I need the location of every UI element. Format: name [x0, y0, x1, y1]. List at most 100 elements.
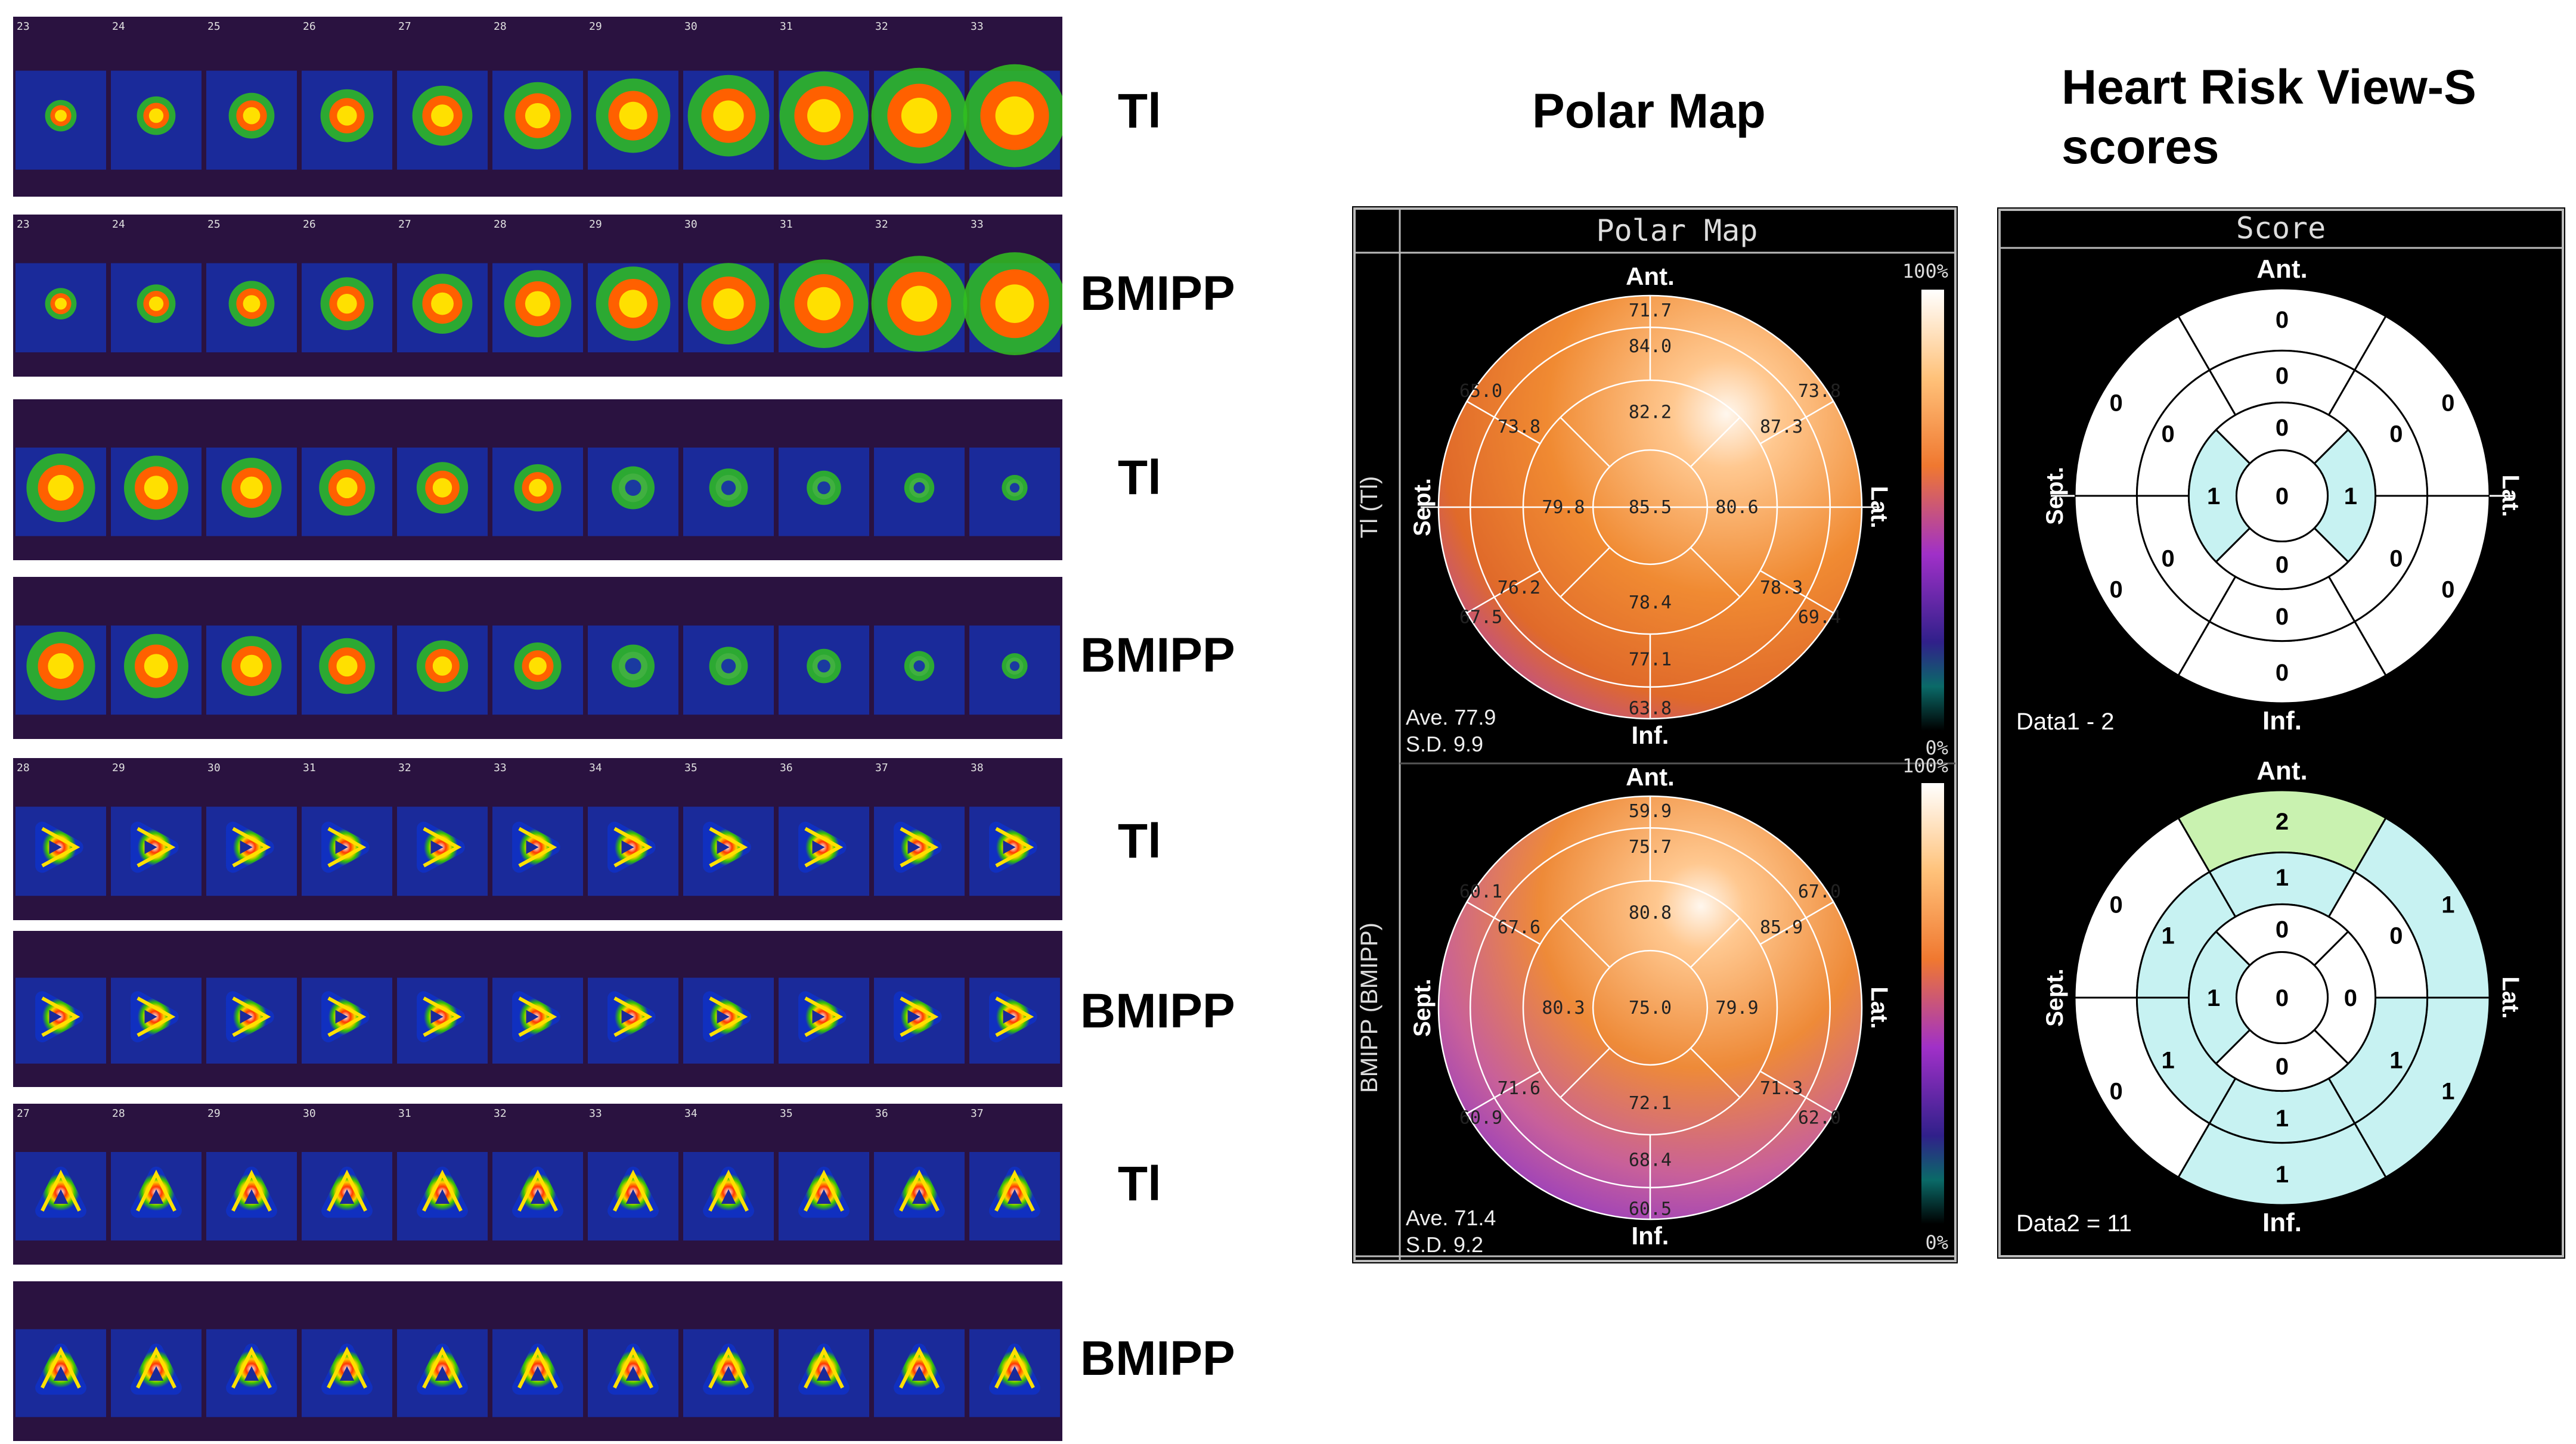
score-value-antlat2: 0	[2389, 923, 2403, 949]
polar-map-panel: Polar Map 100% 0% 100% 0% 85.5 82.2 79.8 80…	[1352, 206, 1958, 1263]
frame-number: 30	[684, 20, 698, 33]
myocardium-core	[232, 996, 271, 1037]
frame-number: 27	[17, 1107, 30, 1120]
myocardium-core	[709, 996, 748, 1037]
polar-value-bas-antsept: 73.8	[1498, 417, 1540, 437]
polar-value-mid-lat: 80.6	[1715, 497, 1758, 518]
frame-number: 37	[971, 1107, 984, 1120]
frame-number: 35	[684, 762, 698, 774]
myocardium-core	[804, 827, 844, 868]
score-value-inf3: 0	[2276, 1054, 2289, 1080]
myocardium-center	[432, 478, 452, 498]
frame-number: 28	[112, 1107, 125, 1120]
myocardium-core	[613, 996, 653, 1037]
myocardium-core	[899, 1346, 940, 1389]
frame-number: 31	[398, 1107, 411, 1120]
frame-number: 33	[971, 218, 984, 231]
polar-divider	[1759, 570, 1834, 614]
myocardium-core	[899, 1169, 940, 1212]
polar-value-bas-inflat: 78.3	[1760, 577, 1803, 598]
score-value-antlat3: 0	[2441, 390, 2454, 416]
polar-divider	[1759, 400, 1834, 445]
myocardium-center	[901, 97, 938, 134]
score-value-antsept3: 0	[2109, 390, 2122, 416]
colorbar2-bottom-pct: 0%	[1925, 1231, 1948, 1254]
myocardium-core	[994, 1169, 1035, 1212]
myocardium-core	[422, 1169, 463, 1212]
frame-bg	[111, 1329, 202, 1417]
myocardium-center	[337, 293, 357, 314]
frame-number: 36	[780, 762, 793, 774]
frame-number: 33	[589, 1107, 602, 1120]
polar-divider	[1690, 546, 1741, 598]
polar-average: Ave. 77.9	[1406, 705, 1496, 729]
myocardium-core	[327, 996, 367, 1037]
tracer-label: BMIPP	[1080, 628, 1235, 682]
colorbar2-top-pct: 100%	[1902, 754, 1948, 777]
myocardium-center	[625, 658, 641, 675]
myocardium-center	[807, 99, 841, 133]
score-value-antlat2: 0	[2389, 421, 2403, 448]
myocardium-core	[517, 1169, 558, 1212]
polar-value-apex: 85.5	[1629, 497, 1672, 518]
polar-value-bas-infsept: 71.6	[1498, 1078, 1540, 1099]
score-value-ant2: 1	[2276, 865, 2289, 891]
frame-number: 23	[17, 218, 30, 231]
polar-value-bas-antlat: 85.9	[1760, 917, 1803, 938]
score-sept-label: Sept.	[2042, 968, 2068, 1027]
myocardium-center	[243, 107, 261, 125]
frame-bg	[397, 1329, 488, 1417]
polar-divider	[1560, 917, 1611, 968]
frame-bg	[206, 1152, 297, 1241]
frame-bg	[874, 1152, 965, 1241]
myocardium-center	[525, 103, 551, 129]
frame-bg	[302, 1152, 392, 1241]
myocardium-center	[431, 104, 454, 128]
score-value-antsept2: 0	[2161, 421, 2174, 448]
score-lat-label: Lat.	[2497, 474, 2524, 517]
polar-divider	[1466, 901, 1541, 945]
myocardium-core	[137, 996, 176, 1037]
polar-value-mid-inf: 72.1	[1629, 1093, 1672, 1114]
polar-sept-label: Sept.	[1409, 478, 1436, 536]
frame-number: 29	[207, 1107, 221, 1120]
myocardium-center	[721, 480, 736, 495]
polar-value-out-inf: 60.5	[1629, 1198, 1672, 1219]
myocardium-core	[804, 1169, 844, 1212]
colorbar-bottom-pct: 0%	[1925, 737, 1948, 759]
polar-value-bas-inf: 68.4	[1629, 1150, 1672, 1171]
myocardium-center	[55, 297, 67, 310]
myocardium-center	[817, 659, 830, 673]
polar-inf-label: Inf.	[1632, 721, 1669, 749]
myocardium-core	[137, 827, 176, 868]
frame-number: 29	[589, 20, 602, 33]
polar-divider	[1560, 546, 1611, 598]
polar-map-heading: Polar Map	[1532, 84, 1766, 138]
polar-value-mid-sept: 79.8	[1542, 497, 1585, 518]
polar-box-title: Polar Map	[1597, 213, 1758, 248]
myocardium-core	[994, 1346, 1035, 1389]
myocardium-center	[55, 110, 67, 122]
tracer-label: Tl	[1118, 451, 1161, 505]
frame-number: 33	[494, 762, 507, 774]
polar-value-mid-ant: 80.8	[1629, 902, 1672, 923]
score-ant-label: Ant.	[2256, 756, 2308, 785]
score-apex	[2235, 449, 2329, 543]
myocardium-center	[529, 479, 547, 497]
myocardium-center	[243, 295, 261, 312]
polar-divider	[1560, 417, 1611, 468]
myocardium-center	[148, 108, 164, 123]
myocardium-center	[807, 287, 841, 321]
myocardium-core	[708, 1346, 749, 1389]
strip-3	[13, 399, 1062, 560]
polar-value-out-ant: 71.7	[1629, 300, 1672, 321]
frame-number: 28	[494, 20, 507, 33]
frame-bg	[206, 1329, 297, 1417]
strip-svg-8	[16, 1329, 1060, 1417]
polar-sept-label: Sept.	[1409, 979, 1436, 1037]
score-value-sept: 1	[2207, 985, 2220, 1011]
polar-value-out-antlat: 67.0	[1798, 881, 1841, 902]
frame-number: 36	[875, 1107, 888, 1120]
polar-ant-label: Ant.	[1626, 763, 1675, 791]
myocardium-core	[327, 827, 367, 868]
